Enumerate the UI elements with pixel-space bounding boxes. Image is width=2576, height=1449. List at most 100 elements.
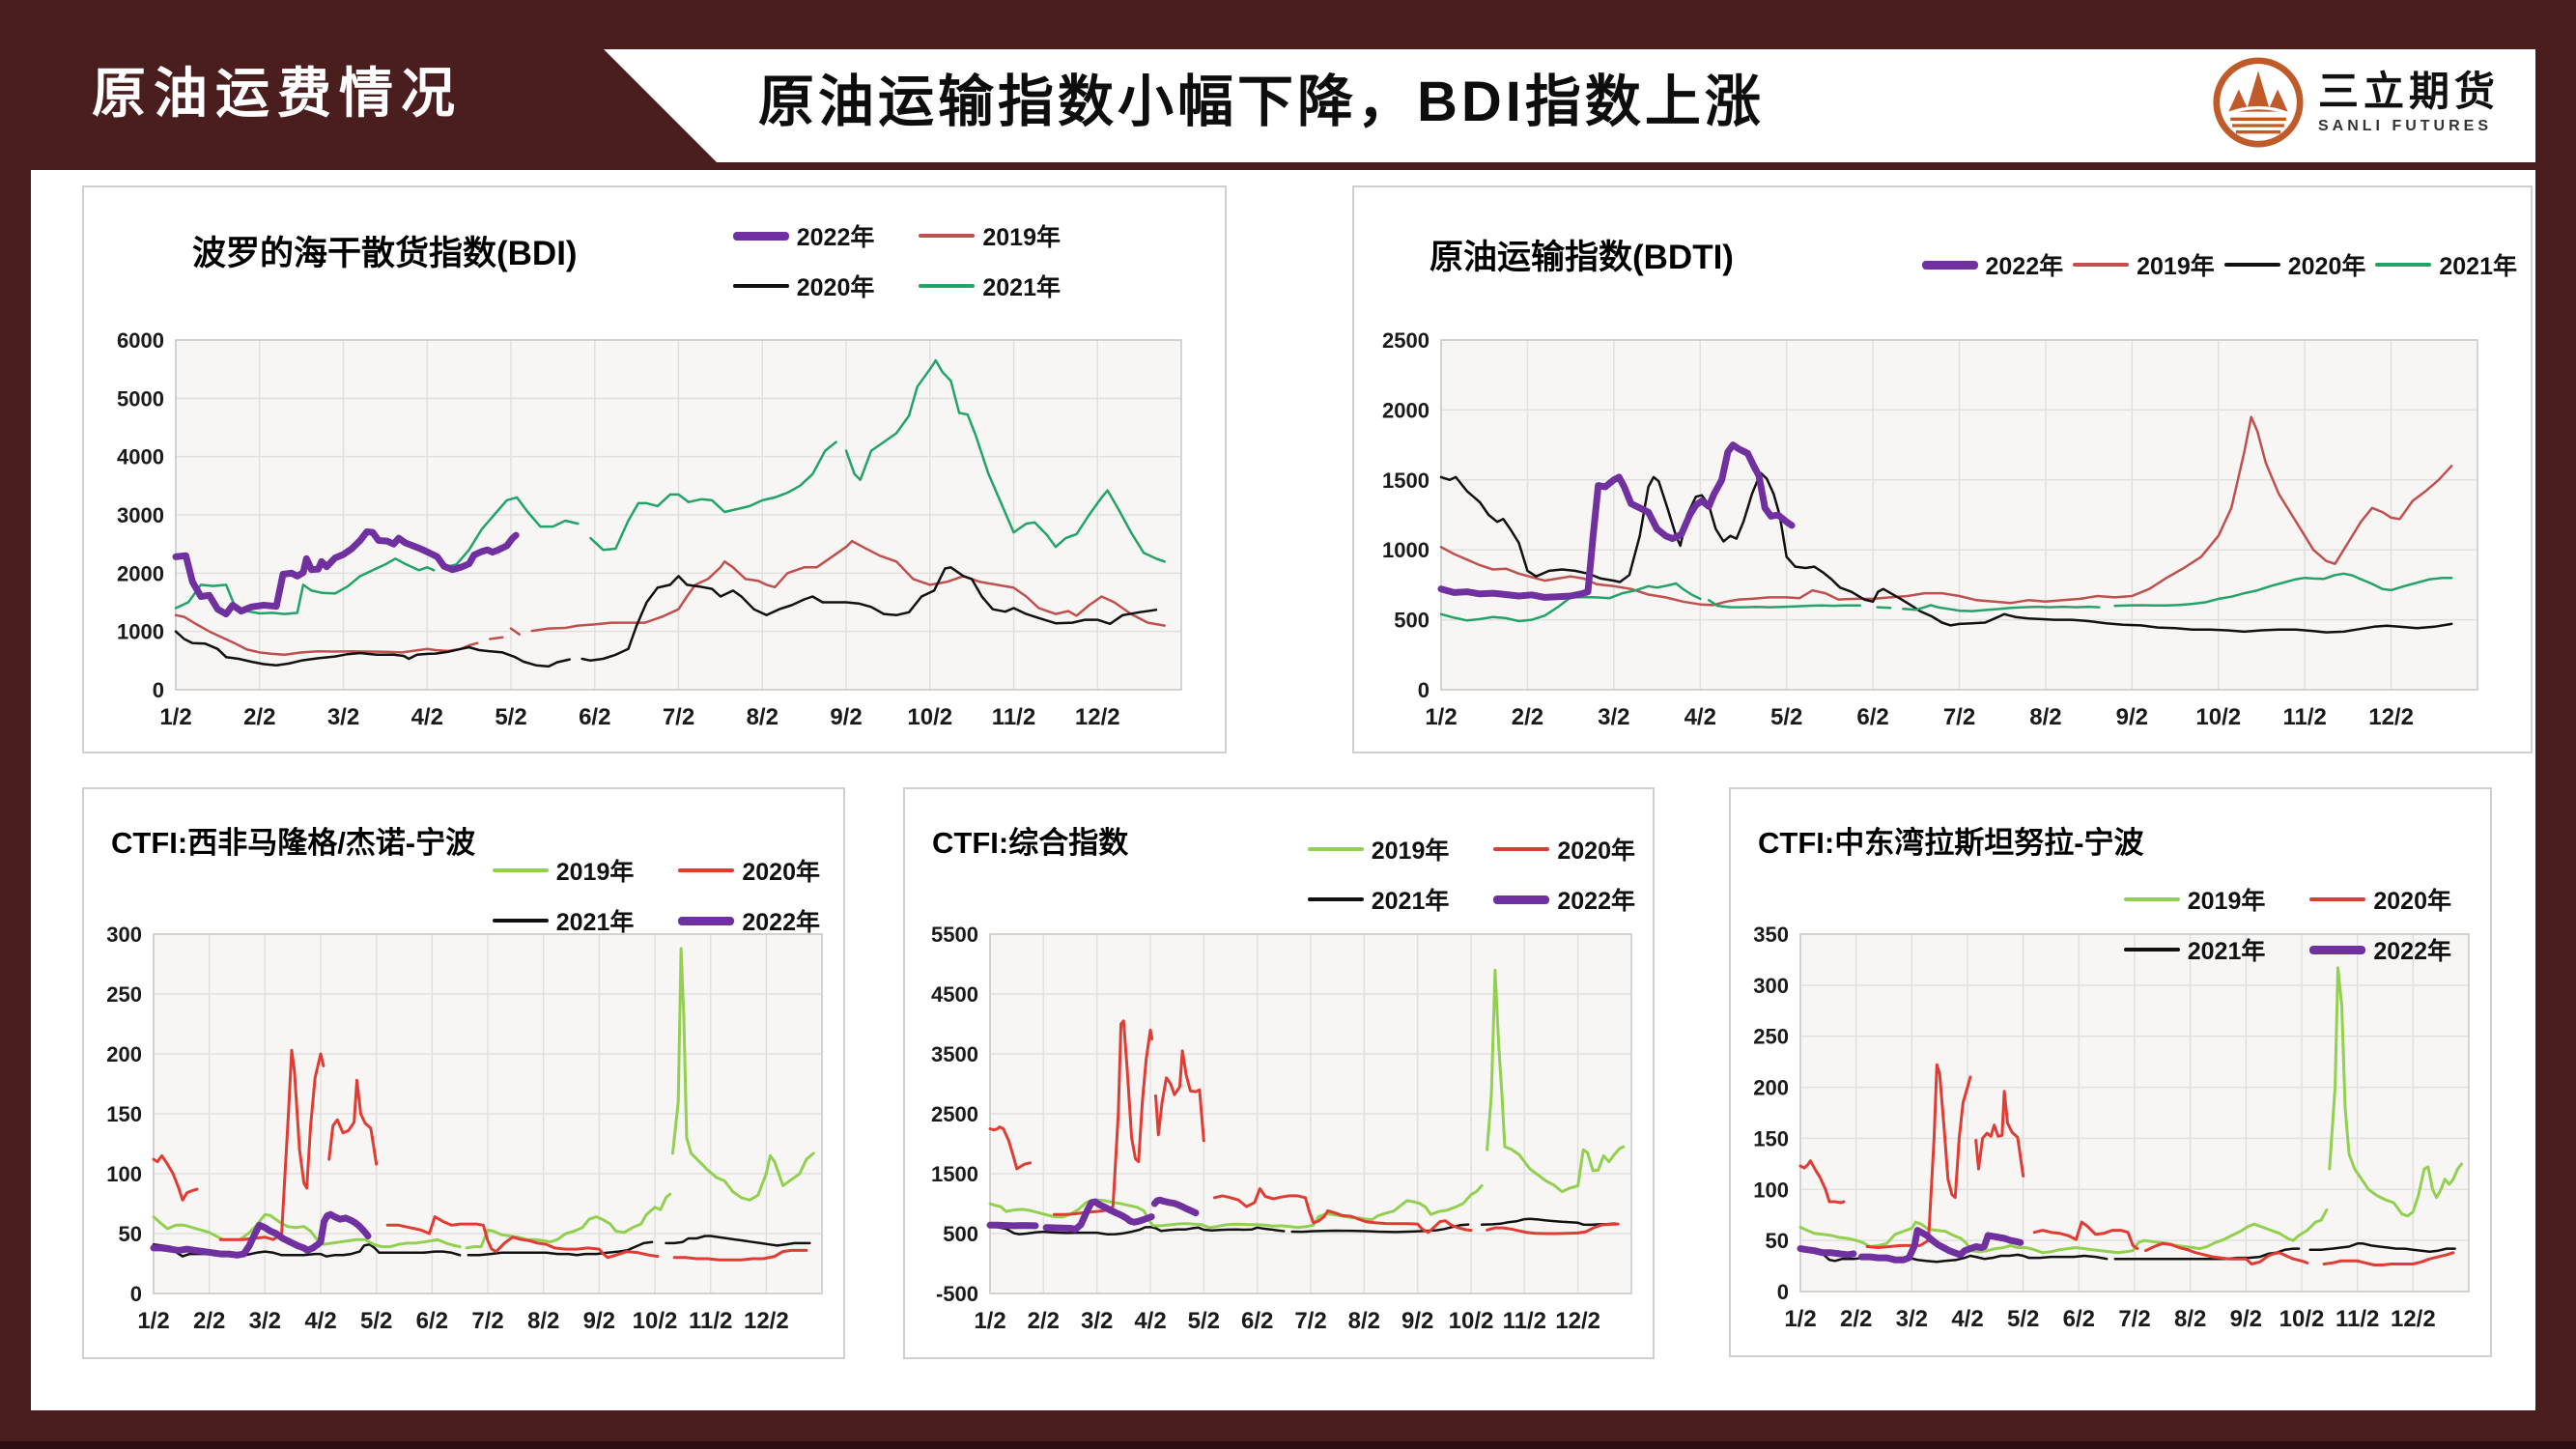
brand-name-cn: 三立期货 [2318,68,2501,114]
frame-right [2535,0,2576,1449]
chart-legend-ctfi-west-africa: 2019年 2020年 2021年 2022年 [492,853,820,938]
svg-text:0: 0 [1418,678,1430,702]
legend-line-swatch [1493,847,1550,851]
svg-text:8/2: 8/2 [2029,704,2061,730]
chart-panel-ctfi-middle-east: CTFI:中东湾拉斯坦努拉-宁波 2019年 2020年 2021年 2022年 0 5… [1729,787,2492,1357]
svg-text:250: 250 [106,982,142,1007]
svg-text:8/2: 8/2 [1348,1308,1380,1334]
header-band [0,0,2576,49]
legend-line-swatch [492,919,549,923]
svg-text:4/2: 4/2 [1684,704,1716,730]
svg-text:0: 0 [130,1282,142,1306]
svg-text:100: 100 [106,1162,142,1186]
legend-item: 2019年 [492,853,635,888]
svg-text:9/2: 9/2 [830,704,862,730]
svg-text:300: 300 [1753,974,1789,998]
legend-label: 2019年 [2187,888,2266,915]
svg-text:11/2: 11/2 [689,1308,732,1334]
svg-text:4000: 4000 [117,445,164,469]
svg-text:2/2: 2/2 [1512,704,1543,730]
chart-plot-ctfi-middle-east: 0 50 100 150 200 250 300 350 1/2 2/2 3/2 4/2 5/2 6/2 7… [1753,923,2470,1332]
brand-name-en: SANLI FUTURES [2318,118,2492,135]
svg-text:10/2: 10/2 [633,1308,678,1334]
chart-title-bdti: 原油运输指数(BDTI) [1430,239,1734,276]
legend-line-swatch [1307,897,1364,901]
svg-text:250: 250 [1753,1025,1789,1049]
svg-text:3500: 3500 [931,1042,978,1066]
svg-text:150: 150 [1753,1126,1789,1151]
svg-text:5500: 5500 [931,924,978,947]
legend-line-swatch [732,284,789,288]
chart-panel-ctfi-composite: CTFI:综合指数 2019年 2020年 2021年 2022年 -500 500 15… [903,787,1655,1359]
legend-line-swatch [2309,897,2366,901]
legend-line-swatch [2375,263,2432,267]
svg-text:2500: 2500 [931,1102,978,1126]
legend-label: 2020年 [1557,838,1635,865]
legend-label: 2021年 [2439,253,2517,280]
legend-item: 2022年 [2309,932,2451,967]
svg-text:1000: 1000 [1382,538,1430,562]
chart-title-bdi: 波罗的海干散货指数(BDI) [192,235,578,272]
svg-text:7/2: 7/2 [663,704,694,730]
svg-text:3/2: 3/2 [1081,1308,1113,1334]
frame-bottom-dark [0,1441,2576,1449]
svg-text:200: 200 [106,1042,142,1066]
svg-text:9/2: 9/2 [2230,1306,2262,1332]
chart-panel-bdi: 波罗的海干散货指数(BDI) 2022年 2019年 2020年 2021年 0 100… [82,185,1227,753]
sanli-logo-icon [2213,57,2304,148]
legend-label: 2021年 [555,909,635,936]
svg-text:10/2: 10/2 [1449,1308,1494,1334]
svg-text:10/2: 10/2 [2279,1306,2325,1332]
legend-item: 2020年 [1493,832,1635,867]
legend-label: 2020年 [2287,253,2366,280]
legend-item: 2019年 [2073,247,2215,282]
svg-text:12/2: 12/2 [744,1308,789,1334]
svg-text:2/2: 2/2 [1028,1308,1060,1334]
svg-text:3/2: 3/2 [327,704,359,730]
svg-text:4/2: 4/2 [304,1308,336,1334]
svg-text:1/2: 1/2 [159,704,191,730]
svg-text:2500: 2500 [1382,332,1430,353]
svg-text:2000: 2000 [1382,398,1430,422]
legend-line-swatch [492,868,549,872]
svg-text:12/2: 12/2 [1075,704,1120,730]
legend-label: 2021年 [1371,888,1450,915]
svg-text:5/2: 5/2 [2007,1306,2039,1332]
svg-text:9/2: 9/2 [2116,704,2148,730]
svg-text:300: 300 [106,924,142,947]
legend-item: 2020年 [2223,247,2366,282]
legend-label: 2022年 [2373,938,2451,965]
svg-text:3/2: 3/2 [1598,704,1629,730]
legend-line-swatch [919,284,976,288]
svg-text:6/2: 6/2 [416,1308,448,1334]
svg-text:9/2: 9/2 [1401,1308,1433,1334]
chart-title-ctfi-composite: CTFI:综合指数 [932,826,1129,860]
legend-label: 2019年 [555,859,635,886]
chart-plot-bdi: 0 1000 2000 3000 4000 5000 6000 1/2 2/2 3/2 4/2 5/2… [117,328,1182,730]
svg-text:2000: 2000 [117,561,164,585]
legend-line-swatch [732,231,789,241]
legend-label: 2019年 [982,224,1061,251]
svg-text:100: 100 [1753,1178,1789,1202]
svg-text:10/2: 10/2 [907,704,952,730]
svg-text:1500: 1500 [1382,469,1430,493]
legend-label: 2021年 [982,274,1061,301]
chart-plot-bdti: 0 500 1000 1500 2000 2500 1/2 2/2 3/2 4/2 5/2 6/2 7/… [1382,328,2478,730]
legend-item: 2020年 [2309,882,2451,917]
legend-item: 2022年 [678,903,820,938]
chart-title-ctfi-middle-east: CTFI:中东湾拉斯坦努拉-宁波 [1758,826,2144,860]
svg-text:7/2: 7/2 [2118,1306,2150,1332]
legend-label: 2020年 [2373,888,2451,915]
svg-text:6/2: 6/2 [579,704,610,730]
svg-text:1/2: 1/2 [974,1308,1005,1334]
legend-item: 2019年 [2123,882,2266,917]
chart-legend-bdti: 2022年 2019年 2020年 2021年 [1921,247,2517,282]
svg-text:3/2: 3/2 [1896,1306,1928,1332]
legend-line-swatch [919,234,976,238]
legend-line-swatch [1307,847,1364,851]
svg-text:5/2: 5/2 [495,704,526,730]
svg-text:7/2: 7/2 [1294,1308,1326,1334]
svg-text:500: 500 [1394,609,1430,633]
legend-item: 2022年 [1493,882,1635,917]
svg-text:2/2: 2/2 [1840,1306,1872,1332]
